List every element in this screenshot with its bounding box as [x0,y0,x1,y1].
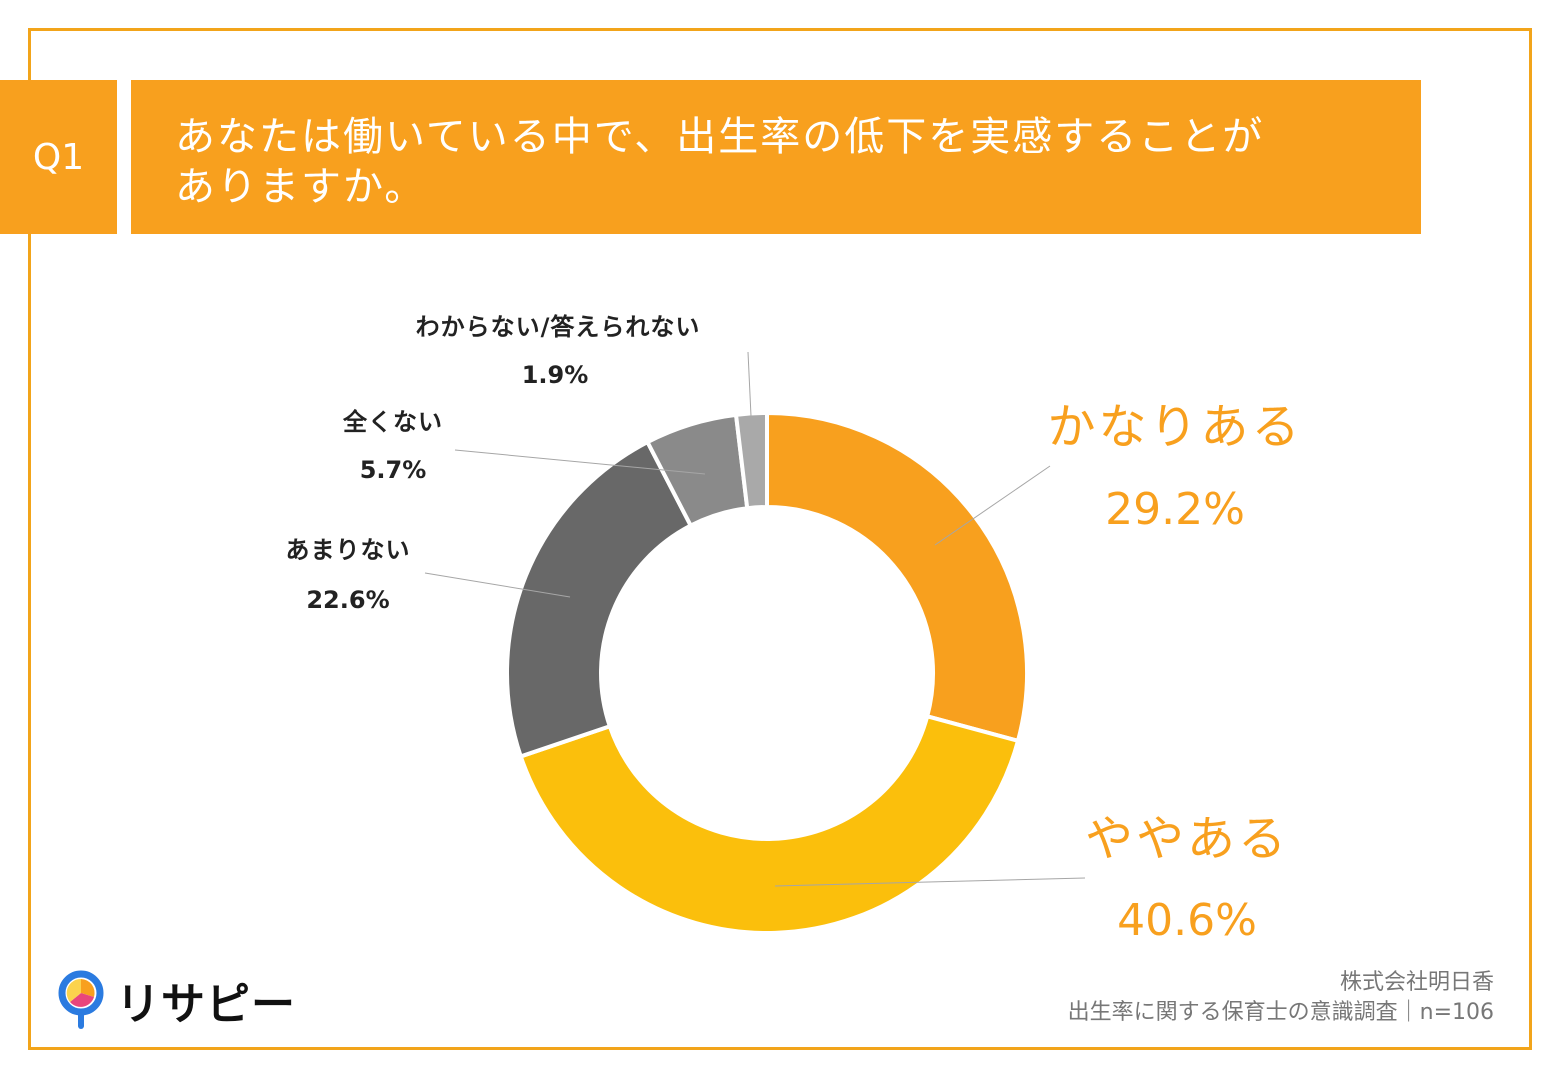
leader-line [747,351,752,417]
slice-value-label: 29.2% [1105,484,1245,535]
donut-slice [765,410,1029,744]
slice-category-label: ややある [1085,811,1289,867]
question-number: Q1 [32,136,85,178]
source-note: 株式会社明日香 出生率に関する保育士の意識調査｜n=106 [1068,968,1494,1028]
source-survey: 出生率に関する保育士の意識調査｜n=106 [1067,1000,1494,1025]
slice-value-label: 40.6% [1117,895,1257,946]
question-line-2: ありますか。 [175,164,427,210]
question-line-1: あなたは働いている中で、出生率の低下を実感することが [175,114,1265,160]
question-badge: Q1 [0,80,117,234]
slice-value-label: 5.7% [360,456,427,484]
donut-slice [518,713,1021,935]
slice-value-label: 22.6% [306,586,389,614]
slice-value-label: 1.9% [522,361,589,389]
outer-frame [28,28,1532,1050]
logo-text: リサピー [116,979,296,1030]
slice-category-label: わからない/答えられない [416,313,701,341]
leader-line [424,572,571,598]
magnifier-pie-icon [58,970,104,1029]
question-text: あなたは働いている中で、出生率の低下を実感することが ありますか。 [175,112,1375,212]
brand-logo: リサピー [56,968,296,1032]
slice-category-label: あまりない [286,536,411,564]
leader-line [454,449,706,475]
question-header: あなたは働いている中で、出生率の低下を実感することが ありますか。 [131,80,1421,234]
source-company: 株式会社明日香 [1339,970,1494,995]
slice-category-label: 全くない [342,408,443,436]
slice-category-label: かなりある [1047,399,1302,455]
donut-slice [733,410,769,511]
leader-line [934,465,1051,546]
leader-line [774,877,1086,887]
donut-slice [505,439,694,759]
